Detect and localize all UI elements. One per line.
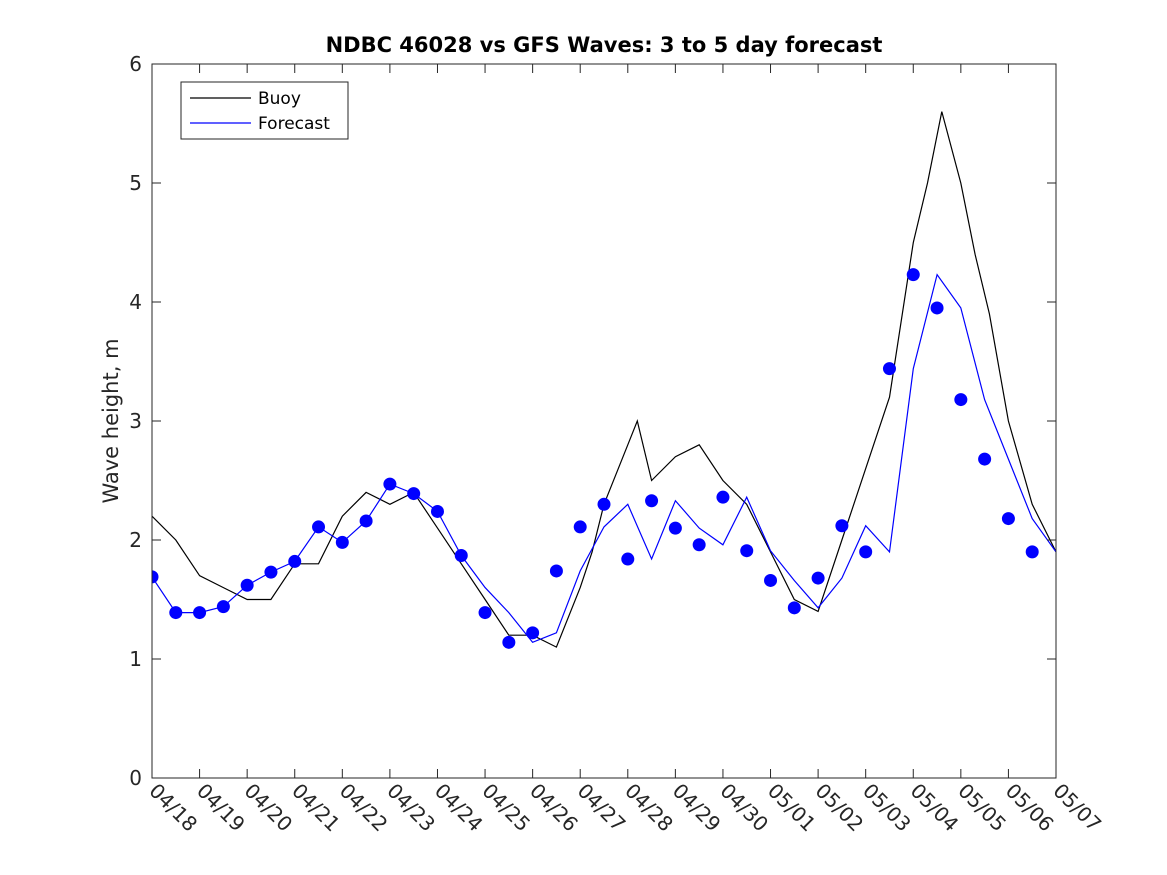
forecast-point bbox=[216, 600, 230, 614]
y-axis-label: Wave height, m bbox=[99, 338, 123, 503]
x-tick-label: 04/23 bbox=[382, 779, 440, 837]
forecast-point bbox=[645, 494, 659, 508]
forecast-point bbox=[264, 565, 278, 579]
x-tick-label: 04/18 bbox=[144, 779, 202, 837]
forecast-point bbox=[193, 606, 207, 620]
axes-box bbox=[151, 63, 1057, 779]
forecast-point bbox=[811, 571, 825, 585]
forecast-point bbox=[859, 545, 873, 559]
x-tick-label: 04/29 bbox=[668, 779, 726, 837]
x-tick-label: 05/03 bbox=[858, 779, 916, 837]
forecast-point bbox=[478, 606, 492, 620]
y-tick-label: 6 bbox=[129, 52, 142, 76]
forecast-point bbox=[906, 268, 920, 282]
series-buoy-line bbox=[152, 111, 1056, 648]
series-forecast-line bbox=[152, 273, 1056, 644]
legend-label: Buoy bbox=[258, 89, 301, 109]
forecast-point bbox=[930, 301, 944, 315]
forecast-point bbox=[668, 521, 682, 535]
plot-series bbox=[152, 111, 1056, 649]
forecast-point bbox=[430, 504, 444, 518]
forecast-point bbox=[692, 538, 706, 552]
forecast-point bbox=[835, 519, 849, 533]
forecast-point bbox=[597, 497, 611, 511]
x-tick-label: 04/21 bbox=[287, 779, 345, 837]
x-tick-label: 04/22 bbox=[335, 779, 393, 837]
forecast-point bbox=[716, 490, 730, 504]
plot-area bbox=[152, 111, 1056, 649]
forecast-point bbox=[312, 520, 326, 534]
x-tick-label: 05/01 bbox=[763, 779, 821, 837]
legend: Buoy Forecast bbox=[180, 81, 349, 140]
forecast-point bbox=[288, 554, 302, 568]
forecast-point bbox=[764, 573, 778, 587]
y-tick-label: 4 bbox=[129, 290, 142, 314]
x-tick-label: 04/30 bbox=[715, 779, 773, 837]
forecast-point bbox=[740, 544, 754, 558]
forecast-point bbox=[335, 535, 349, 549]
forecast-point bbox=[383, 477, 397, 491]
x-tick-label: 04/26 bbox=[525, 779, 583, 837]
forecast-point bbox=[454, 548, 468, 562]
y-tick-label: 0 bbox=[129, 766, 142, 790]
forecast-point bbox=[621, 552, 635, 566]
axes: 012345604/1804/1904/2004/2104/2204/2304/… bbox=[129, 52, 1106, 836]
x-tick-label: 05/05 bbox=[953, 779, 1011, 837]
forecast-point bbox=[1001, 512, 1015, 526]
forecast-point bbox=[1025, 545, 1039, 559]
forecast-point bbox=[152, 570, 159, 584]
y-tick-label: 2 bbox=[129, 528, 142, 552]
legend-label: Forecast bbox=[258, 114, 330, 134]
forecast-point bbox=[954, 393, 968, 407]
x-tick-label: 04/25 bbox=[478, 779, 536, 837]
forecast-point bbox=[169, 606, 183, 620]
forecast-point bbox=[787, 601, 801, 615]
x-tick-label: 04/28 bbox=[620, 779, 678, 837]
x-tick-label: 04/24 bbox=[430, 779, 488, 837]
x-tick-label: 05/07 bbox=[1048, 779, 1106, 837]
y-tick-label: 5 bbox=[129, 171, 142, 195]
y-tick-label: 3 bbox=[129, 409, 142, 433]
x-tick-label: 05/02 bbox=[811, 779, 869, 837]
x-tick-label: 05/06 bbox=[1001, 779, 1059, 837]
x-tick-label: 04/27 bbox=[573, 779, 631, 837]
x-tick-label: 04/19 bbox=[192, 779, 250, 837]
forecast-point bbox=[240, 578, 254, 592]
forecast-point bbox=[502, 635, 516, 649]
forecast-point bbox=[573, 520, 587, 534]
legend-box bbox=[180, 81, 349, 140]
y-tick-label: 1 bbox=[129, 647, 142, 671]
forecast-point bbox=[978, 452, 992, 466]
forecast-point bbox=[526, 626, 540, 640]
chart-title: NDBC 46028 vs GFS Waves: 3 to 5 day fore… bbox=[326, 33, 883, 57]
x-tick-label: 05/04 bbox=[906, 779, 964, 837]
x-tick-label: 04/20 bbox=[240, 779, 298, 837]
forecast-point bbox=[407, 487, 421, 501]
forecast-point bbox=[549, 564, 563, 578]
forecast-point bbox=[359, 514, 373, 528]
forecast-point bbox=[882, 362, 896, 376]
